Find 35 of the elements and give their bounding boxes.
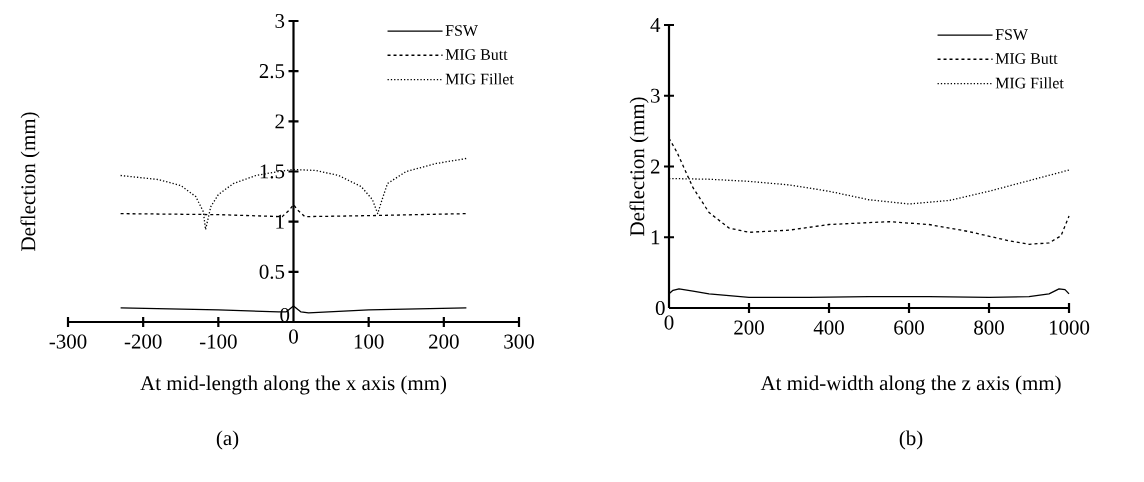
legend-label: MIG Butt xyxy=(995,53,1058,64)
x-tick-label: 0 xyxy=(289,329,298,344)
text: (b) xyxy=(899,430,923,450)
x-tick-label: 1000 xyxy=(1049,320,1090,335)
x-tick-label: 300 xyxy=(504,334,534,349)
x-tick-label: 200 xyxy=(429,334,459,349)
x-axis-title: At mid-length along the x axis (mm) xyxy=(140,375,447,395)
y-tick-label: 2 xyxy=(275,114,284,129)
y-axis-title: Deflection (mm) xyxy=(20,112,40,251)
x-tick-label: -100 xyxy=(199,334,237,349)
y-tick-label: 0 xyxy=(655,300,665,316)
legend-label: FSW xyxy=(445,25,478,36)
x-tick-label: -300 xyxy=(49,334,87,349)
y-tick-label: 4 xyxy=(650,18,661,32)
x-tick-label: 200 xyxy=(734,320,764,335)
x-tick-label: 100 xyxy=(354,334,384,349)
text: (a) xyxy=(216,430,239,450)
x-tick-label: 600 xyxy=(894,320,924,335)
y-tick-label: 2 xyxy=(650,159,660,174)
x-tick-label: 0 xyxy=(664,315,674,330)
y-tick-label: 2.5 xyxy=(259,64,285,79)
x-tick-label: -200 xyxy=(124,334,162,349)
y-tick-label: 1 xyxy=(651,230,660,245)
x-tick-label: 400 xyxy=(813,320,844,335)
y-axis-title: Deflection (mm) xyxy=(629,97,649,236)
y-tick-label: 1.5 xyxy=(260,164,285,179)
legend-label: FSW xyxy=(995,29,1028,40)
y-tick-label: 3 xyxy=(651,88,660,103)
legend-label: MIG Fillet xyxy=(995,77,1064,89)
x-axis-title: At mid-width along the z axis (mm) xyxy=(760,375,1061,395)
x-tick-label: 800 xyxy=(974,320,1004,335)
legend-label: MIG Fillet xyxy=(445,73,514,85)
y-tick-label: 0.5 xyxy=(259,264,285,279)
legend-label: MIG Butt xyxy=(445,49,508,60)
y-tick-label: 3 xyxy=(275,13,285,29)
